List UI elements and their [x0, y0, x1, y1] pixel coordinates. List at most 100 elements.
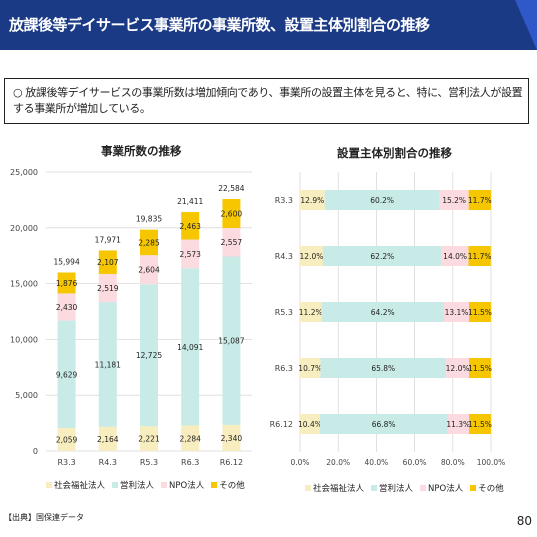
legend-item-other: その他 — [211, 479, 245, 491]
data-label-for-profit: 14,091 — [177, 343, 203, 352]
legend-item-npo: NPO法人 — [161, 479, 204, 491]
data-label-for-profit: 65.8% — [371, 364, 395, 373]
y-tick-label: 25,000 — [10, 168, 38, 177]
bar-segment-npo — [439, 190, 469, 210]
data-label-social-welfare: 11.2% — [299, 308, 323, 317]
data-label-npo: 14.0% — [443, 252, 467, 261]
bar-segment-for-profit — [181, 268, 200, 426]
data-label-other: 2,600 — [221, 209, 243, 218]
data-label-social-welfare: 12.0% — [300, 252, 324, 261]
data-label-npo: 15.2% — [442, 196, 466, 205]
data-label-other: 11.5% — [468, 308, 492, 317]
x-tick-label: 100.0% — [477, 458, 506, 467]
legend-swatch-for-profit — [371, 485, 378, 491]
bar-segment-social-welfare — [181, 425, 200, 451]
legend-label: 社会福祉法人 — [54, 481, 106, 491]
bar-segment-social-welfare — [57, 428, 76, 451]
legend-item-for-profit: 営利法人 — [112, 479, 154, 491]
data-label-other: 11.7% — [468, 196, 492, 205]
data-label-npo: 2,573 — [179, 250, 201, 259]
bar-segment-social-welfare — [300, 358, 321, 378]
legend-swatch-other — [470, 485, 477, 491]
legend-label: 営利法人 — [120, 481, 155, 491]
y-tick-label: R5.3 — [275, 308, 293, 317]
page-title: 放課後等デイサービス事業所の事業所数、設置主体別割合の推移 — [9, 16, 430, 34]
bar-segment-for-profit — [324, 190, 440, 210]
x-tick-label: 80.0% — [441, 458, 465, 467]
bar-segment-npo — [444, 302, 470, 322]
data-label-social-welfare: 2,340 — [221, 434, 243, 443]
y-tick-label: 5,000 — [15, 391, 38, 400]
data-label-social-welfare: 2,221 — [138, 435, 160, 444]
bar-segment-social-welfare — [98, 426, 117, 451]
total-label: 19,835 — [136, 215, 162, 224]
y-tick-label: R6.12 — [270, 420, 293, 429]
x-tick-label: 0.0% — [290, 458, 309, 467]
bar-segment-social-welfare — [300, 302, 322, 322]
bar-segment-for-profit — [320, 358, 447, 378]
bar-segment-other — [469, 358, 491, 378]
data-label-social-welfare: 10.7% — [298, 364, 322, 373]
bar-segment-npo — [446, 358, 470, 378]
bar-segment-for-profit — [57, 320, 76, 429]
data-label-for-profit: 60.2% — [370, 196, 394, 205]
x-tick-label: R6.3 — [181, 458, 199, 467]
data-label-for-profit: 9,629 — [56, 370, 78, 379]
data-label-for-profit: 62.2% — [370, 252, 394, 261]
bar-segment-npo — [98, 273, 117, 303]
y-tick-label: 0 — [33, 447, 38, 456]
data-label-npo: 11.3% — [446, 420, 470, 429]
total-label: 21,411 — [177, 197, 203, 206]
legend-item-for-profit: 営利法人 — [371, 482, 413, 494]
bar-segment-other — [469, 302, 491, 322]
data-label-social-welfare: 2,164 — [97, 435, 119, 444]
x-tick-label: R5.3 — [140, 458, 158, 467]
bar-segment-for-profit — [322, 246, 442, 266]
data-label-npo: 2,557 — [221, 238, 243, 247]
legend-swatch-npo — [161, 482, 168, 488]
legend-label: 営利法人 — [379, 484, 414, 494]
y-tick-label: 20,000 — [10, 224, 38, 233]
data-label-social-welfare: 2,059 — [56, 436, 78, 445]
data-label-other: 2,463 — [179, 222, 201, 231]
data-label-for-profit: 12,725 — [136, 351, 162, 360]
left-legend: 社会福祉法人 営利法人 NPO法人 その他 — [46, 479, 245, 491]
bar-segment-other — [98, 250, 117, 274]
data-label-npo: 2,430 — [56, 303, 78, 312]
data-label-npo: 2,519 — [97, 284, 119, 293]
y-tick-label: 10,000 — [10, 335, 38, 344]
legend-item-social-welfare: 社会福祉法人 — [46, 479, 105, 491]
legend-label: NPO法人 — [428, 484, 464, 494]
y-tick-label: R6.3 — [275, 364, 293, 373]
x-tick-label: 40.0% — [364, 458, 388, 467]
right-chart-title: 設置主体別割合の推移 — [337, 146, 452, 160]
x-tick-label: R4.3 — [99, 458, 117, 467]
total-label: 15,994 — [53, 258, 79, 267]
legend-label: その他 — [478, 484, 504, 494]
bar-segment-social-welfare — [300, 414, 320, 434]
data-label-for-profit: 64.2% — [371, 308, 395, 317]
bar-segment-for-profit — [319, 414, 448, 434]
x-tick-label: 20.0% — [326, 458, 350, 467]
bar-segment-other — [469, 414, 491, 434]
bar-segment-social-welfare — [300, 190, 325, 210]
bar-segment-social-welfare — [222, 424, 241, 451]
legend-swatch-other — [211, 482, 218, 488]
bar-segment-social-welfare — [300, 246, 323, 266]
y-tick-label: R4.3 — [275, 252, 293, 261]
header-accent-shape — [515, 0, 537, 50]
legend-swatch-for-profit — [112, 482, 119, 488]
bar-segment-npo — [57, 293, 76, 321]
bar-segment-npo — [447, 414, 470, 434]
right-legend: 社会福祉法人 営利法人 NPO法人 その他 — [305, 482, 504, 494]
bar-segment-other — [222, 198, 241, 228]
header-bar: 放課後等デイサービス事業所の事業所数、設置主体別割合の推移 — [0, 0, 537, 50]
data-label-other: 11.7% — [468, 252, 492, 261]
data-label-other: 2,107 — [97, 258, 119, 267]
legend-swatch-social-welfare — [305, 485, 311, 491]
bar-segment-for-profit — [321, 302, 445, 322]
bar-segment-other — [181, 212, 200, 240]
bar-segment-other — [57, 272, 76, 294]
total-label: 17,971 — [95, 235, 121, 244]
